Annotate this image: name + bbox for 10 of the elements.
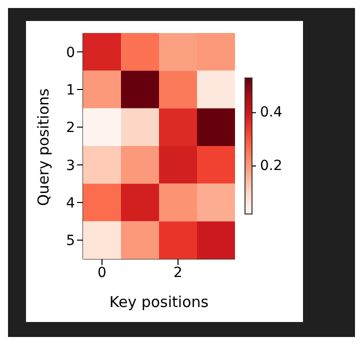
y-tick-label: 5 [66,233,75,250]
x-axis-title: Key positions [109,293,209,311]
color-bar-label: 0.2 [260,158,282,174]
y-axis-title: Query positions [34,88,52,206]
color-bar-label: 0.4 [260,104,282,121]
y-tick-label: 4 [66,195,76,212]
y-tick-label: 1 [66,82,75,98]
y-tick-label: 2 [66,120,75,136]
y-tick-label: 0 [66,44,75,61]
y-tick-label: 3 [66,158,75,174]
